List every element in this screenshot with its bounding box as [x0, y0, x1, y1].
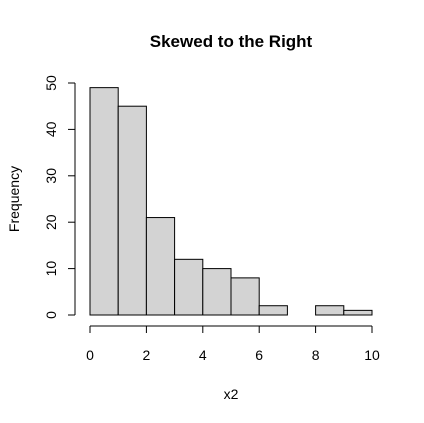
x-tick-label: 0: [86, 347, 94, 363]
x-axis: 0 2 4 6 8 10: [86, 325, 380, 363]
y-axis-label: Frequency: [6, 166, 22, 232]
y-tick-label: 40: [43, 121, 59, 137]
y-tick-label: 20: [43, 214, 59, 230]
y-tick-label: 50: [43, 75, 59, 91]
histogram-bar: [89, 87, 119, 316]
x-tick-label: 2: [143, 347, 151, 363]
y-axis: 0 10 20 30 40 50: [43, 75, 76, 319]
histogram-bar: [315, 305, 345, 316]
y-tick-label: 30: [43, 168, 59, 184]
histogram-bar: [202, 268, 232, 316]
x-axis-label: x2: [224, 386, 239, 402]
histogram-bar: [117, 105, 147, 316]
histogram-bar: [343, 309, 373, 316]
x-tick-label: 6: [255, 347, 263, 363]
histogram-bar: [145, 217, 176, 316]
histogram-bar: [258, 305, 288, 316]
histogram-bar: [230, 277, 260, 316]
x-tick-label: 10: [364, 347, 380, 363]
bars-group: [89, 87, 373, 316]
y-tick-label: 0: [43, 311, 59, 319]
y-tick-label: 10: [43, 261, 59, 277]
chart-title: Skewed to the Right: [150, 32, 313, 51]
x-tick-label: 4: [199, 347, 207, 363]
histogram-bar: [174, 258, 204, 316]
x-tick-label: 8: [312, 347, 320, 363]
